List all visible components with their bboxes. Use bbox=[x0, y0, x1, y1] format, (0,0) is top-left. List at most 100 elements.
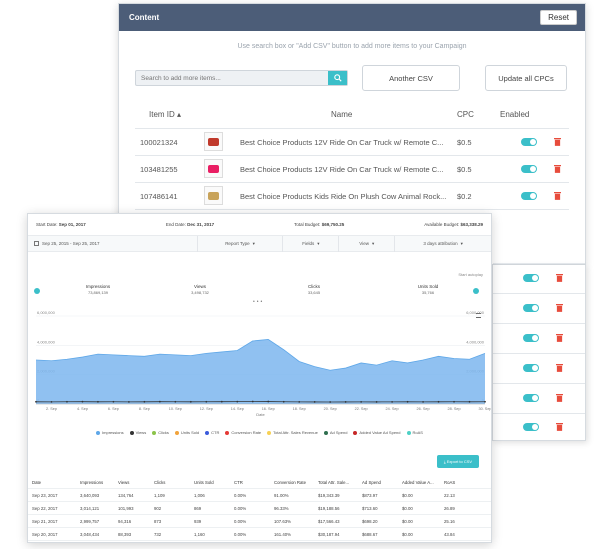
legend-dot-icon bbox=[225, 430, 230, 435]
item-cpc-cell[interactable]: $0.2 bbox=[457, 192, 472, 201]
table-cell: 88,393 bbox=[118, 532, 132, 537]
legend-label: RoAS bbox=[412, 430, 423, 435]
enabled-toggle[interactable] bbox=[521, 138, 537, 146]
table-cell: $0.00 bbox=[402, 493, 413, 498]
table-cell: 902 bbox=[154, 506, 162, 511]
trash-icon[interactable] bbox=[554, 164, 561, 173]
search-input[interactable] bbox=[136, 71, 326, 85]
table-header-cell[interactable]: Ad Spend bbox=[362, 480, 381, 485]
enabled-toggle[interactable] bbox=[521, 192, 537, 200]
y-right-tick-label: 6,000,000 bbox=[466, 310, 485, 315]
table-row: Sep 23, 2017 3,640,093 134,764 1,109 1,006 0.… bbox=[28, 489, 491, 502]
legend-item[interactable]: RoAS bbox=[406, 430, 423, 435]
views-point bbox=[35, 400, 37, 403]
enabled-toggle[interactable] bbox=[523, 364, 539, 372]
legend-item[interactable]: Views bbox=[129, 430, 146, 435]
legend-item[interactable]: Total Attr. Sales Revenue bbox=[267, 430, 318, 435]
metric-label: Views bbox=[194, 284, 206, 289]
enabled-toggle[interactable] bbox=[521, 165, 537, 173]
available-budget-label: Available Budget: bbox=[424, 222, 460, 227]
x-tick-label: 14. Sep bbox=[231, 407, 244, 411]
table-row: 107486141 Best Choice Products Kids Ride… bbox=[135, 182, 569, 209]
attribution-dropdown[interactable]: 3 days attribution ▾ bbox=[395, 236, 491, 252]
legend-dot-icon bbox=[406, 430, 411, 435]
views-point bbox=[453, 400, 455, 403]
views-point bbox=[143, 400, 146, 403]
legend-item[interactable]: Added Value Ad Spend bbox=[353, 430, 401, 435]
table-cell: $713.60 bbox=[362, 506, 378, 511]
legend-item[interactable]: Impressions bbox=[96, 430, 124, 435]
report-type-dropdown[interactable]: Report Type ▾ bbox=[198, 235, 284, 252]
table-cell: Sep 22, 2017 bbox=[32, 506, 58, 511]
legend-item[interactable]: Conversion Rate bbox=[225, 430, 261, 435]
item-cpc-cell[interactable]: $0.5 bbox=[457, 165, 472, 174]
trash-icon[interactable] bbox=[556, 422, 563, 431]
reset-button[interactable]: Reset bbox=[540, 10, 577, 25]
table-header-cell[interactable]: Clicks bbox=[154, 480, 166, 485]
item-cpc-cell[interactable]: $0.5 bbox=[457, 138, 472, 147]
available-budget: Available Budget: $63,338.29 bbox=[424, 222, 483, 227]
carousel-next-button[interactable] bbox=[473, 288, 479, 294]
table-cell: $19,188.56 bbox=[318, 506, 340, 511]
legend-item[interactable]: Ad Spend bbox=[323, 430, 347, 435]
chevron-down-icon: ▾ bbox=[252, 240, 255, 246]
fields-dropdown[interactable]: Fields ▾ bbox=[283, 235, 340, 252]
date-range-picker[interactable]: Sep 25, 2015 - Sep 25, 2017 bbox=[28, 235, 198, 252]
y-tick-label: 6,000,000 bbox=[37, 310, 56, 315]
enabled-toggle[interactable] bbox=[523, 334, 539, 342]
search-button[interactable] bbox=[328, 71, 347, 85]
legend-dot-icon bbox=[353, 430, 358, 435]
trash-icon[interactable] bbox=[556, 333, 563, 342]
x-tick-label: 2. Sep bbox=[46, 407, 57, 411]
views-point bbox=[375, 401, 378, 403]
table-header-cell[interactable]: Conversion Rate bbox=[274, 480, 307, 485]
impressions-line bbox=[35, 339, 486, 371]
table-row: Sep 22, 2017 3,014,121 101,993 902 869 0.00% 9… bbox=[28, 502, 491, 515]
table-header-cell[interactable]: Total Attr. Sale... bbox=[318, 480, 350, 485]
impressions-area bbox=[36, 339, 485, 404]
table-header-cell[interactable]: RoAS bbox=[444, 480, 456, 485]
trash-icon[interactable] bbox=[554, 191, 561, 200]
metrics-carousel: Impressions 73,869,139 Views 3,498,732 C… bbox=[28, 284, 491, 302]
update-all-cpcs-button[interactable]: Update all CPCs bbox=[485, 65, 567, 91]
table-cell: 3,014,121 bbox=[80, 506, 100, 511]
view-dropdown[interactable]: View ▾ bbox=[339, 235, 396, 252]
carousel-prev-button[interactable] bbox=[34, 288, 40, 294]
chart-menu-icon[interactable] bbox=[476, 313, 481, 318]
item-id-cell: 103481255 bbox=[140, 165, 178, 174]
enabled-toggle[interactable] bbox=[523, 394, 539, 402]
legend-label: Conversion Rate bbox=[231, 430, 262, 435]
trash-icon[interactable] bbox=[554, 137, 561, 146]
autoplay-link[interactable]: Start autoplay bbox=[458, 272, 483, 277]
trash-icon[interactable] bbox=[556, 393, 563, 402]
start-date-label: Start Date: bbox=[36, 222, 58, 227]
trash-icon[interactable] bbox=[556, 273, 563, 282]
table-header-cell[interactable]: Views bbox=[118, 480, 130, 485]
table-cell: 2,999,757 bbox=[80, 519, 100, 524]
views-point bbox=[66, 400, 68, 403]
table-header-cell[interactable]: Date bbox=[32, 480, 42, 485]
table-header-cell[interactable]: CTR bbox=[234, 480, 243, 485]
enabled-toggle[interactable] bbox=[523, 423, 539, 431]
x-tick-label: 18. Sep bbox=[293, 407, 306, 411]
table-header-cell[interactable]: Impressions bbox=[80, 480, 104, 485]
enabled-toggle[interactable] bbox=[523, 304, 539, 312]
table-cell: 939 bbox=[194, 519, 202, 524]
table-header-cell[interactable]: Added Value A... bbox=[402, 480, 434, 485]
another-csv-button[interactable]: Another CSV bbox=[362, 65, 460, 91]
trash-icon[interactable] bbox=[556, 303, 563, 312]
trash-icon[interactable] bbox=[556, 363, 563, 372]
legend-item[interactable]: CTR bbox=[205, 430, 219, 435]
table-cell: 25.16 bbox=[444, 519, 455, 524]
budget-summary-bar: Start Date: Sep 01, 2017 End Date: Dec 3… bbox=[28, 214, 491, 236]
enabled-toggle[interactable] bbox=[523, 274, 539, 282]
legend-item[interactable]: Units Sold bbox=[174, 430, 199, 435]
column-item-id[interactable]: Item ID ▴ bbox=[149, 110, 182, 119]
legend-item[interactable]: Clicks bbox=[152, 430, 169, 435]
content-table-header: Item ID ▴ Name CPC Enabled bbox=[135, 110, 569, 124]
x-tick-label: 12. Sep bbox=[200, 407, 213, 411]
views-point bbox=[220, 400, 223, 403]
table-header-cell[interactable]: Units Sold bbox=[194, 480, 214, 485]
export-csv-button[interactable]: ⤓ Export to CSV bbox=[437, 455, 479, 468]
table-row: 103481255 Best Choice Products 12V Ride … bbox=[135, 155, 569, 182]
